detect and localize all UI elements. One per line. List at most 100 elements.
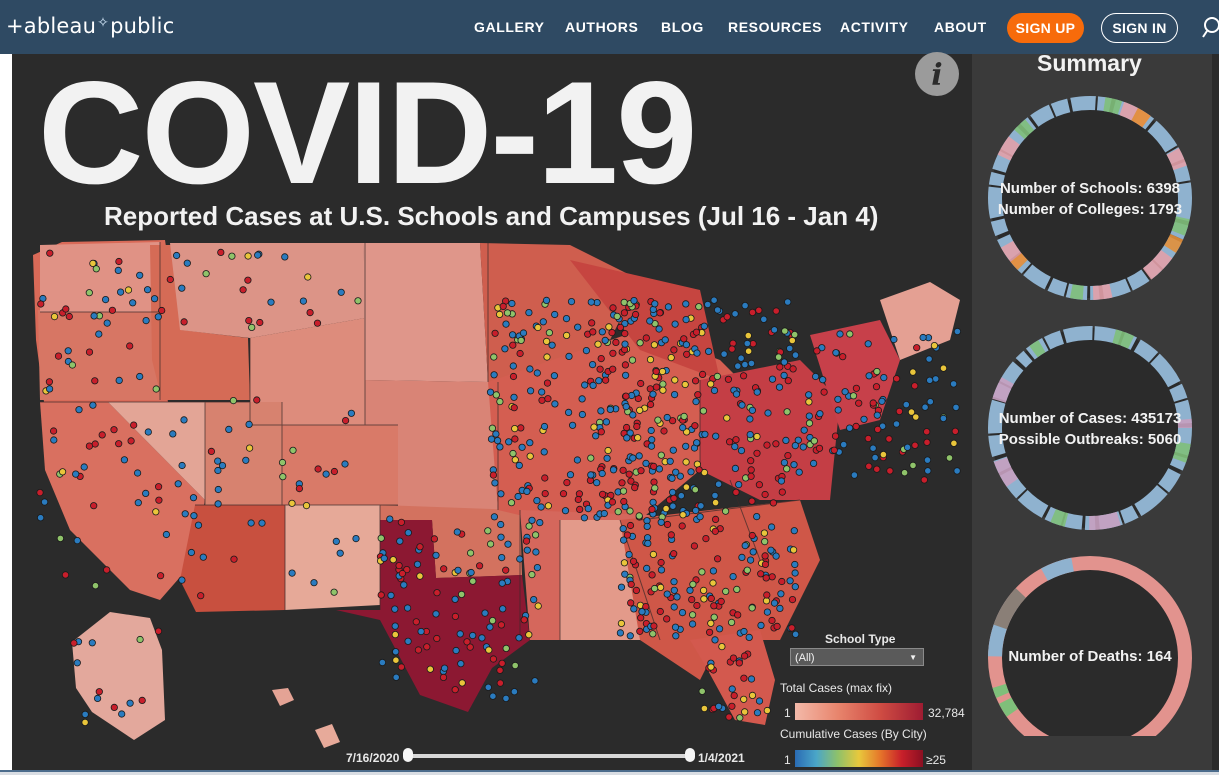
school-point[interactable] xyxy=(533,496,541,505)
school-point[interactable] xyxy=(589,381,597,389)
school-point[interactable] xyxy=(689,580,697,588)
school-point[interactable] xyxy=(218,461,227,470)
school-point[interactable] xyxy=(597,354,605,363)
school-point[interactable] xyxy=(85,289,93,297)
school-point[interactable] xyxy=(650,462,658,470)
school-point[interactable] xyxy=(151,295,159,303)
school-point[interactable] xyxy=(923,438,931,446)
school-point[interactable] xyxy=(865,462,873,470)
school-point[interactable] xyxy=(509,362,517,370)
school-point[interactable] xyxy=(115,376,123,384)
school-point[interactable] xyxy=(173,251,181,260)
school-point[interactable] xyxy=(707,619,715,627)
school-point[interactable] xyxy=(507,499,516,507)
school-point[interactable] xyxy=(657,518,665,526)
school-point[interactable] xyxy=(909,461,917,469)
school-point[interactable] xyxy=(598,328,606,336)
school-point[interactable] xyxy=(157,572,165,580)
school-point[interactable] xyxy=(791,569,799,577)
school-point[interactable] xyxy=(930,341,939,350)
school-point[interactable] xyxy=(769,499,778,507)
school-point[interactable] xyxy=(636,627,644,635)
school-point[interactable] xyxy=(673,593,681,601)
school-point[interactable] xyxy=(704,300,712,309)
school-point[interactable] xyxy=(791,560,799,569)
school-point[interactable] xyxy=(704,347,713,355)
school-point[interactable] xyxy=(849,392,858,400)
school-point[interactable] xyxy=(574,323,582,331)
school-point[interactable] xyxy=(511,424,519,433)
school-point[interactable] xyxy=(834,406,842,414)
school-point[interactable] xyxy=(747,472,755,480)
school-point[interactable] xyxy=(567,297,576,306)
school-point[interactable] xyxy=(330,588,338,596)
school-point[interactable] xyxy=(939,414,948,422)
school-point[interactable] xyxy=(498,579,506,587)
school-point[interactable] xyxy=(732,390,741,398)
school-point[interactable] xyxy=(622,423,631,432)
school-point[interactable] xyxy=(650,622,658,630)
school-point[interactable] xyxy=(643,564,651,573)
school-point[interactable] xyxy=(538,388,546,396)
school-point[interactable] xyxy=(396,537,404,545)
school-point[interactable] xyxy=(695,303,703,311)
school-point[interactable] xyxy=(36,488,44,497)
school-point[interactable] xyxy=(519,329,528,337)
school-point[interactable] xyxy=(568,421,577,429)
school-point[interactable] xyxy=(925,355,933,363)
school-point[interactable] xyxy=(780,358,788,366)
school-point[interactable] xyxy=(559,490,568,498)
school-point[interactable] xyxy=(632,586,641,595)
school-point[interactable] xyxy=(194,521,203,529)
school-point[interactable] xyxy=(341,416,350,425)
school-point[interactable] xyxy=(691,377,700,385)
school-point[interactable] xyxy=(136,271,144,279)
school-point[interactable] xyxy=(723,313,731,321)
school-point[interactable] xyxy=(699,407,708,415)
school-point[interactable] xyxy=(670,586,678,594)
tableau-public-logo[interactable]: +ableau✧public xyxy=(6,14,175,38)
school-point[interactable] xyxy=(242,456,250,464)
school-point[interactable] xyxy=(718,642,726,651)
school-point[interactable] xyxy=(707,380,715,388)
school-point[interactable] xyxy=(711,491,719,500)
school-point[interactable] xyxy=(532,548,540,556)
school-point[interactable] xyxy=(154,313,162,321)
school-point[interactable] xyxy=(649,390,657,398)
school-point[interactable] xyxy=(659,380,667,388)
school-point[interactable] xyxy=(799,443,807,451)
school-point[interactable] xyxy=(768,573,776,581)
school-point[interactable] xyxy=(154,627,163,635)
school-point[interactable] xyxy=(609,365,617,373)
school-point[interactable] xyxy=(763,441,771,449)
school-point[interactable] xyxy=(299,297,307,305)
school-point[interactable] xyxy=(452,646,460,655)
school-point[interactable] xyxy=(780,458,789,467)
school-point[interactable] xyxy=(831,432,840,440)
school-point[interactable] xyxy=(741,708,749,716)
school-point[interactable] xyxy=(920,476,928,484)
school-point[interactable] xyxy=(511,435,519,443)
school-point[interactable] xyxy=(738,553,746,562)
school-point[interactable] xyxy=(469,631,477,640)
school-point[interactable] xyxy=(440,664,449,672)
school-point[interactable] xyxy=(95,688,103,696)
school-point[interactable] xyxy=(682,300,690,308)
school-point[interactable] xyxy=(142,316,150,325)
school-point[interactable] xyxy=(380,554,388,562)
school-point[interactable] xyxy=(397,518,405,526)
school-point[interactable] xyxy=(791,441,799,450)
school-point[interactable] xyxy=(488,616,497,625)
school-point[interactable] xyxy=(710,386,719,395)
school-point[interactable] xyxy=(214,500,222,508)
school-point[interactable] xyxy=(530,595,538,604)
school-point[interactable] xyxy=(687,468,695,476)
school-point[interactable] xyxy=(453,528,461,536)
school-point[interactable] xyxy=(635,512,643,520)
school-point[interactable] xyxy=(432,551,440,559)
school-point[interactable] xyxy=(181,510,189,518)
school-point[interactable] xyxy=(502,694,510,703)
school-point[interactable] xyxy=(134,469,142,477)
school-point[interactable] xyxy=(670,578,678,586)
school-point[interactable] xyxy=(416,572,424,580)
